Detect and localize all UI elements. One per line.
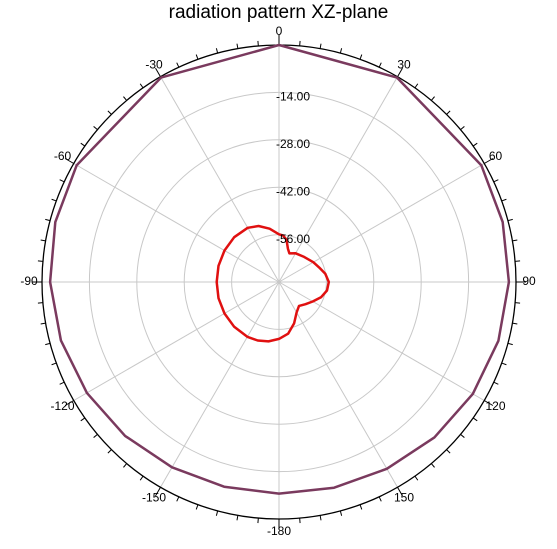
angle-tick-label: -180 (267, 524, 291, 538)
angle-tick-mark (446, 449, 451, 454)
angle-tick-mark (430, 96, 435, 101)
angle-tick-mark (236, 43, 239, 49)
angle-tick-mark (195, 54, 199, 60)
angle-tick-mark (123, 463, 128, 468)
radial-tick-label: -56.00 (276, 232, 310, 246)
angle-tick-mark (430, 463, 435, 468)
angle-tick-mark (472, 417, 478, 422)
angle-tick-mark (155, 67, 161, 78)
angle-tick-mark (59, 381, 65, 385)
angle-tick-mark (236, 515, 239, 521)
angle-tick-mark (51, 362, 57, 366)
angle-tick-mark (460, 433, 465, 438)
angle-tick-mark (339, 510, 343, 516)
angle-tick-mark (359, 54, 363, 60)
angle-tick-mark (93, 433, 98, 438)
angle-tick-label: 120 (485, 399, 505, 413)
angle-tick-mark (139, 475, 144, 481)
angle-tick-mark (40, 322, 46, 325)
grid-spoke (278, 281, 398, 488)
angle-tick-mark (493, 179, 499, 183)
angle-tick-mark (45, 218, 51, 222)
angle-tick-mark (446, 110, 451, 115)
angle-tick-mark (378, 496, 382, 502)
angle-tick-mark (195, 504, 199, 510)
angle-tick-label: -60 (54, 149, 72, 163)
angle-tick-mark (80, 142, 86, 147)
angle-tick-mark (107, 449, 112, 454)
angle-tick-mark (40, 239, 46, 242)
angle-tick-mark (493, 381, 499, 385)
grid-spoke (73, 163, 280, 283)
angle-tick-label: -120 (50, 399, 74, 413)
radial-tick-label: -42.00 (276, 184, 310, 198)
angle-tick-mark (215, 510, 219, 516)
angle-tick-label: 150 (394, 491, 414, 505)
angle-tick-mark (45, 342, 51, 346)
angle-tick-mark (414, 83, 419, 89)
grid-spoke (278, 163, 485, 283)
angle-tick-label: 30 (397, 58, 411, 72)
series-layer (48, 43, 511, 495)
angle-tick-label: 90 (522, 274, 536, 288)
grid-spoke (73, 281, 280, 401)
grid-spoke (278, 281, 485, 401)
angle-tick-mark (319, 515, 322, 521)
angle-tick-mark (501, 198, 507, 202)
angle-tick-mark (51, 198, 57, 202)
angle-tick-mark (215, 48, 219, 54)
angle-tick-mark (501, 362, 507, 366)
series-line-2 (215, 224, 331, 343)
angle-tick-label: -90 (20, 274, 38, 288)
angle-tick-mark (123, 96, 128, 101)
angle-tick-mark (359, 504, 363, 510)
angle-tick-mark (176, 62, 180, 68)
grid-spoke (160, 76, 280, 283)
angle-tick-mark (507, 342, 513, 346)
angle-tick-mark (93, 126, 98, 131)
angle-tick-mark (80, 417, 86, 422)
angle-tick-mark (139, 83, 144, 89)
angle-tick-mark (512, 322, 518, 325)
angle-tick-mark (483, 158, 494, 164)
angle-tick-mark (512, 239, 518, 242)
angle-tick-label: -30 (145, 58, 163, 72)
angle-tick-mark (64, 158, 75, 164)
angle-tick-mark (397, 67, 403, 78)
angle-tick-label: 0 (276, 24, 283, 38)
angle-tick-mark (107, 110, 112, 115)
angle-tick-mark (460, 126, 465, 131)
angle-tick-mark (397, 486, 403, 497)
polar-grid (41, 44, 517, 520)
grid-spoke (160, 281, 280, 488)
angle-tick-label: -150 (142, 491, 166, 505)
angle-tick-mark (472, 142, 478, 147)
angle-tick-mark (155, 486, 161, 497)
angle-tick-mark (176, 496, 180, 502)
angle-tick-mark (378, 62, 382, 68)
series-line-1 (48, 43, 511, 495)
angle-tick-mark (64, 400, 75, 406)
angle-tick-mark (59, 179, 65, 183)
angle-tick-mark (319, 43, 322, 49)
angle-tick-mark (507, 218, 513, 222)
angle-tick-mark (414, 475, 419, 481)
radial-tick-label: -14.00 (276, 90, 310, 104)
angle-ticks (32, 35, 526, 529)
radial-tick-label: -28.00 (276, 137, 310, 151)
angle-tick-label: 60 (489, 149, 503, 163)
angle-tick-mark (483, 400, 494, 406)
grid-spoke (278, 76, 398, 283)
angle-tick-mark (339, 48, 343, 54)
chart-title: radiation pattern XZ-plane (168, 2, 389, 23)
tick-labels: 0 30 60 90 120 150 -180 -150 -120 -90 -60 -30 -14.00… (20, 24, 536, 538)
